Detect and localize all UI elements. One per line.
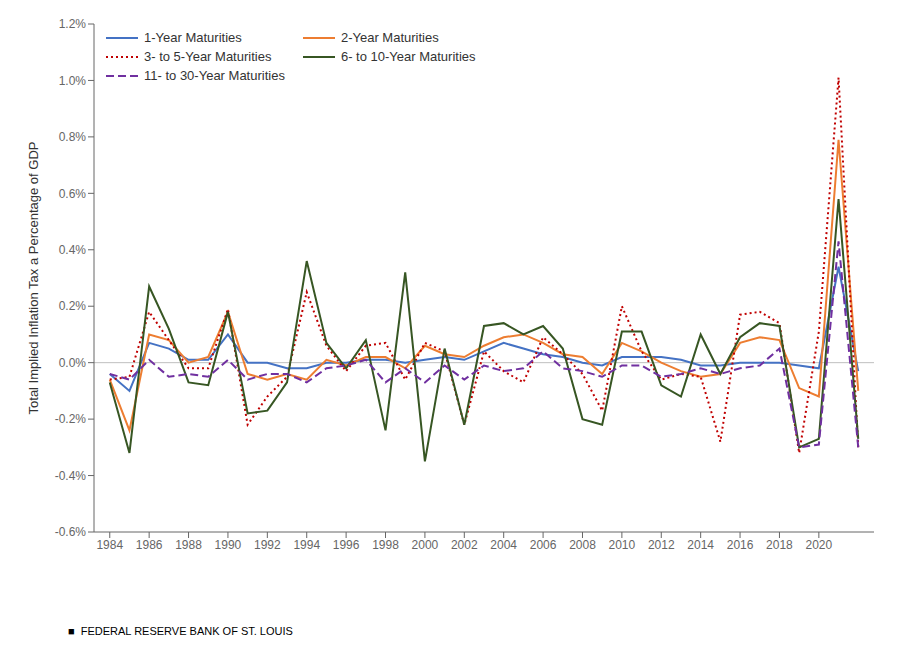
svg-text:1990: 1990 [215,538,242,552]
svg-text:2004: 2004 [490,538,517,552]
svg-text:1986: 1986 [136,538,163,552]
svg-text:1984: 1984 [96,538,123,552]
html-text:3- to 5-Year Maturities: 3- to 5-Year Maturities [144,49,272,64]
html-text:■ FEDERAL RESERVE BANK OF ST.: ■ FEDERAL RESERVE BANK OF ST. LOUIS [68,625,293,637]
svg-text:2012: 2012 [648,538,675,552]
svg-text:-0.6%: -0.6% [55,525,87,539]
svg-text:1998: 1998 [372,538,399,552]
svg-text:2006: 2006 [530,538,557,552]
svg-text:0.0%: 0.0% [59,356,87,370]
svg-text:0.8%: 0.8% [59,130,87,144]
svg-text:2000: 2000 [412,538,439,552]
svg-text:2002: 2002 [451,538,478,552]
html-text:1-Year Maturities: 1-Year Maturities [144,30,242,45]
svg-text:1.2%: 1.2% [59,17,87,31]
svg-text:2016: 2016 [727,538,754,552]
svg-text:1992: 1992 [254,538,281,552]
svg-text:-0.4%: -0.4% [55,469,87,483]
svg-text:2008: 2008 [569,538,596,552]
svg-text:0.2%: 0.2% [59,299,87,313]
svg-text:1988: 1988 [175,538,202,552]
html-text:6- to 10-Year Maturities: 6- to 10-Year Maturities [340,49,476,64]
html-text:11- to 30-Year Maturities: 11- to 30-Year Maturities [144,68,285,83]
svg-text:1994: 1994 [293,538,320,552]
svg-text:2010: 2010 [609,538,636,552]
html-text:2-Year Maturities: 2-Year Maturities [340,30,439,45]
svg-text:1.0%: 1.0% [59,74,87,88]
svg-text:1996: 1996 [333,538,360,552]
svg-text:2014: 2014 [687,538,714,552]
svg-text:Total Implied Inflation Tax a: Total Implied Inflation Tax a Percentage… [26,142,41,415]
svg-text:2020: 2020 [805,538,832,552]
svg-text:-0.2%: -0.2% [55,412,87,426]
svg-text:0.6%: 0.6% [59,187,87,201]
svg-text:2018: 2018 [766,538,793,552]
svg-text:0.4%: 0.4% [59,243,87,257]
